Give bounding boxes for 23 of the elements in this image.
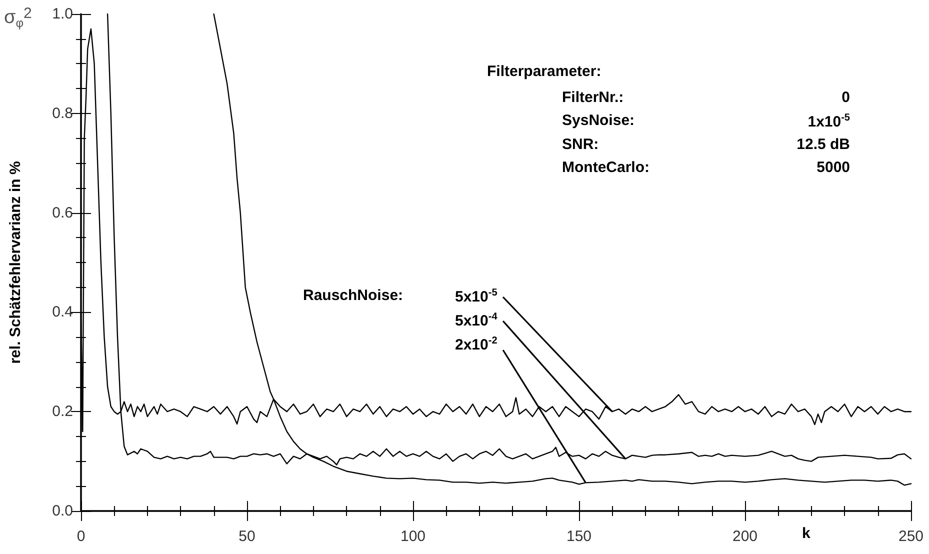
- y-tick-label: 0.0: [52, 502, 73, 520]
- y-tick-label: 0.4: [52, 304, 73, 321]
- y-tick-label: 1.0: [52, 6, 73, 22]
- annotation: 5000: [816, 159, 850, 176]
- annotation: SNR:: [562, 136, 599, 153]
- y-tick-label: 0.2: [52, 403, 73, 420]
- annotation: MonteCarlo:: [562, 159, 650, 176]
- annotation: 12.5 dB: [796, 136, 850, 153]
- x-tick-label: 0: [76, 528, 86, 545]
- x-tick-label: 150: [566, 528, 592, 545]
- annotation: RauschNoise:: [303, 287, 404, 304]
- x-tick-label: 50: [238, 528, 256, 545]
- annotation: SysNoise:: [562, 112, 635, 129]
- y-tick-label: 0.8: [52, 104, 73, 122]
- annotation: FilterNr.:: [562, 89, 624, 106]
- x-tick-label: 100: [400, 528, 426, 545]
- y-axis-title: rel. Schätzfehlervarianz in %: [7, 161, 24, 364]
- annotation: Filterparameter:: [487, 63, 602, 80]
- y-tick-label: 0.6: [52, 204, 73, 222]
- x-tick-label: 250: [898, 528, 924, 545]
- x-axis-title: k: [802, 525, 811, 542]
- x-tick-label: 200: [732, 528, 758, 545]
- annotation: 0: [842, 89, 850, 106]
